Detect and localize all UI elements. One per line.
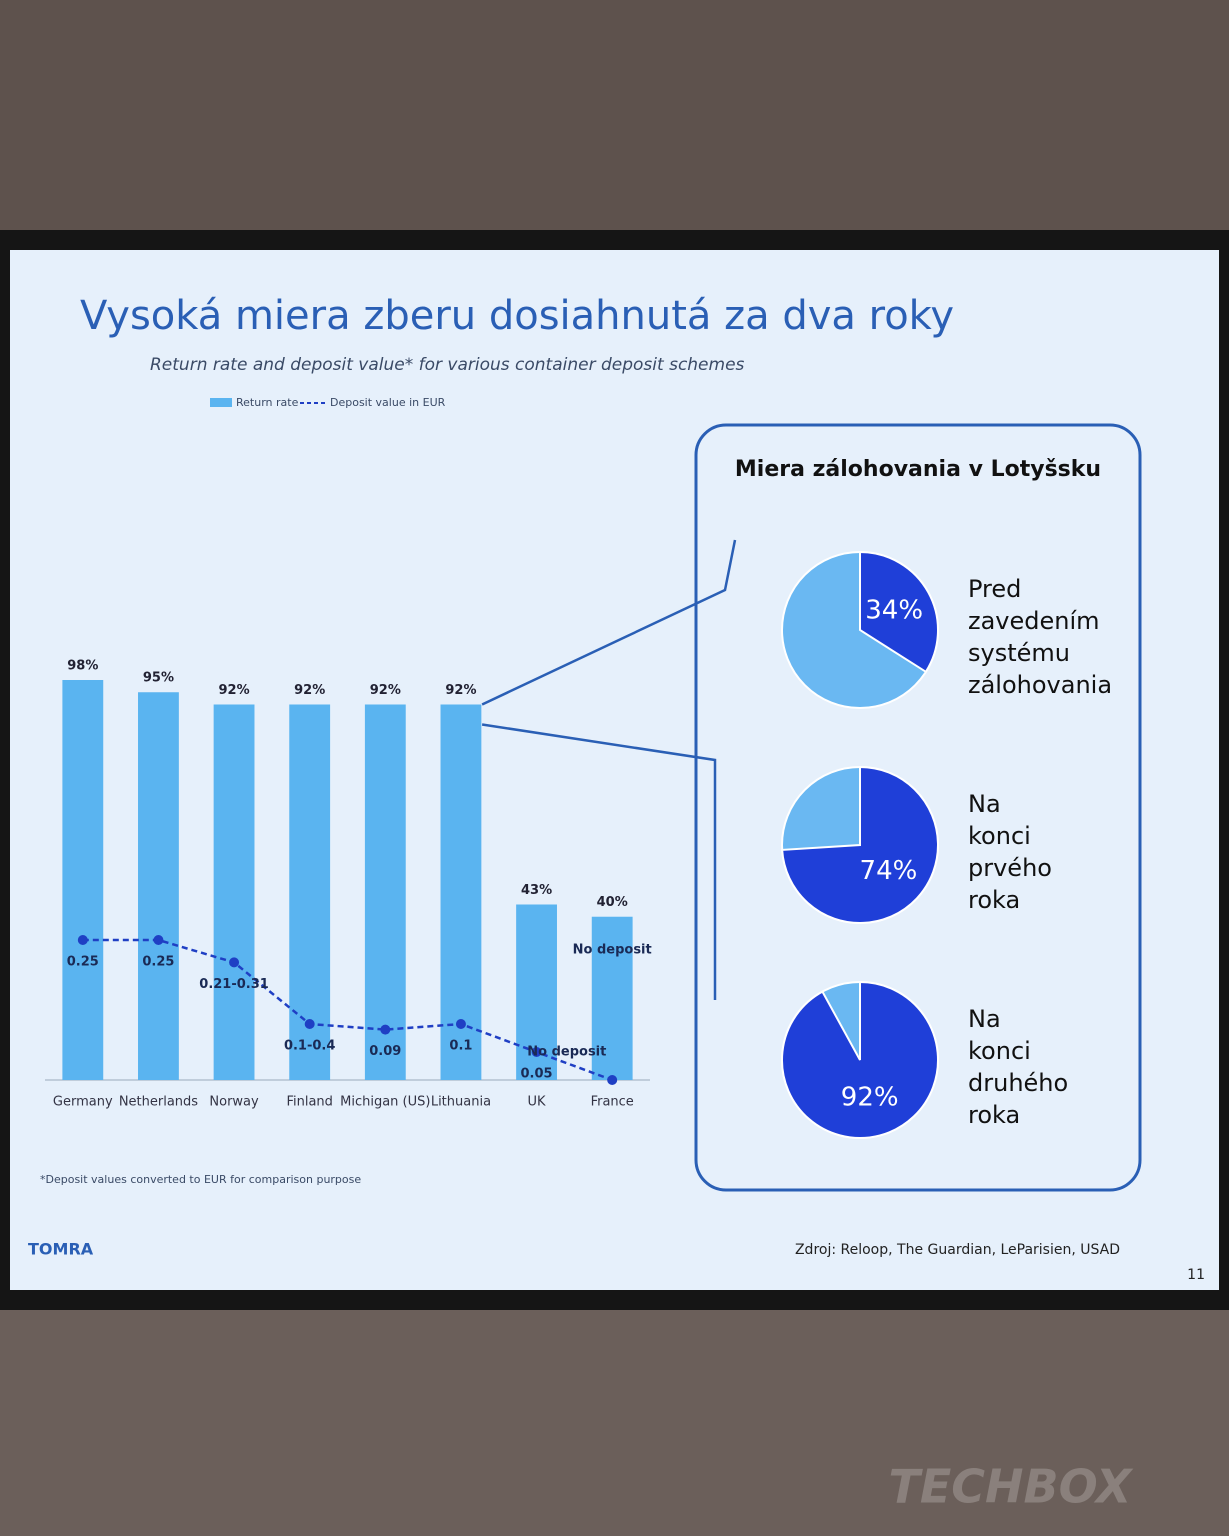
- x-tick-label: Finland: [286, 1095, 332, 1110]
- bar: [213, 704, 255, 1080]
- x-tick-label: Netherlands: [119, 1095, 198, 1110]
- bar-label: 92%: [219, 683, 250, 698]
- logo: TOMRA: [28, 1240, 94, 1259]
- deposit-label: 0.25: [142, 955, 174, 970]
- bar-label: 95%: [143, 671, 174, 686]
- bar-label: 92%: [294, 683, 325, 698]
- legend-swatch: [210, 398, 232, 407]
- pie-caption: Na konci prvého roka: [968, 790, 1052, 914]
- bar-label: 98%: [67, 659, 98, 674]
- bar-label: 43%: [521, 883, 552, 898]
- callout: [481, 723, 717, 1000]
- bar-label: 92%: [370, 683, 401, 698]
- pie-caption: Na konci druhého roka: [968, 1005, 1068, 1129]
- deposit-label: 0.1-0.4: [284, 1039, 335, 1054]
- x-tick-label: Lithuania: [431, 1095, 491, 1110]
- pie-value-label: 92%: [841, 1082, 899, 1112]
- x-tick-label: UK: [528, 1095, 547, 1110]
- deposit-point: [77, 935, 88, 945]
- deposit-label: 0.05: [521, 1067, 553, 1082]
- bar-label: 40%: [597, 895, 628, 910]
- slide: [10, 250, 1219, 1290]
- pie-value-label: 74%: [860, 856, 918, 886]
- x-tick-label: France: [591, 1095, 634, 1110]
- deposit-label: No deposit: [573, 943, 652, 958]
- pie-slice: [859, 550, 939, 674]
- bar: [62, 680, 104, 1080]
- deposit-point: [153, 935, 164, 945]
- bar: [364, 704, 406, 1080]
- watermark: TECHBOX: [888, 1460, 1134, 1514]
- deposit-label: 0.25: [67, 955, 99, 970]
- pie-slice: [781, 765, 939, 924]
- x-tick-label: Michigan (US): [340, 1095, 430, 1110]
- pie-box-title: Miera zálohovania v Lotyšsku: [735, 457, 1101, 482]
- deposit-label: 0.09: [369, 1044, 401, 1059]
- x-tick-label: Germany: [53, 1095, 113, 1110]
- subtitle: Return rate and deposit value* for vario…: [150, 355, 745, 375]
- deposit-point: [304, 1019, 315, 1029]
- bar-label: 92%: [445, 683, 476, 698]
- bar: [289, 704, 331, 1080]
- source: Zdroj: Reloop, The Guardian, LeParisien,…: [795, 1242, 1120, 1258]
- deposit-point: [455, 1019, 466, 1029]
- deposit-point: [380, 1024, 391, 1035]
- pie-value-label: 34%: [865, 596, 923, 626]
- deposit-line: [82, 938, 613, 1082]
- bar: [591, 916, 633, 1080]
- footnote: *Deposit values converted to EUR for com…: [40, 1173, 361, 1186]
- legend-label: Deposit value in EUR: [330, 396, 446, 409]
- pie-box: [694, 423, 1142, 1192]
- x-tick-label: Norway: [209, 1095, 259, 1110]
- pie-caption: Pred zavedením systému zálohovania: [968, 575, 1112, 699]
- deposit-point: [531, 1047, 542, 1057]
- bar: [440, 704, 482, 1080]
- page-number: 11: [1187, 1267, 1205, 1283]
- deposit-label: 0.21-0.31: [199, 977, 269, 992]
- slide-title: Vysoká miera zberu dosiahnutá za dva rok…: [80, 293, 954, 339]
- annotation: No deposit: [527, 1045, 606, 1060]
- pie-slice: [781, 980, 939, 1139]
- deposit-point: [229, 957, 240, 968]
- bar: [138, 692, 179, 1080]
- legend-label: Return rate: [236, 396, 299, 409]
- deposit-label: 0.1: [449, 1039, 472, 1054]
- deposit-point: [607, 1075, 618, 1085]
- callout: [481, 539, 737, 706]
- wall-lower: [0, 1280, 1229, 1536]
